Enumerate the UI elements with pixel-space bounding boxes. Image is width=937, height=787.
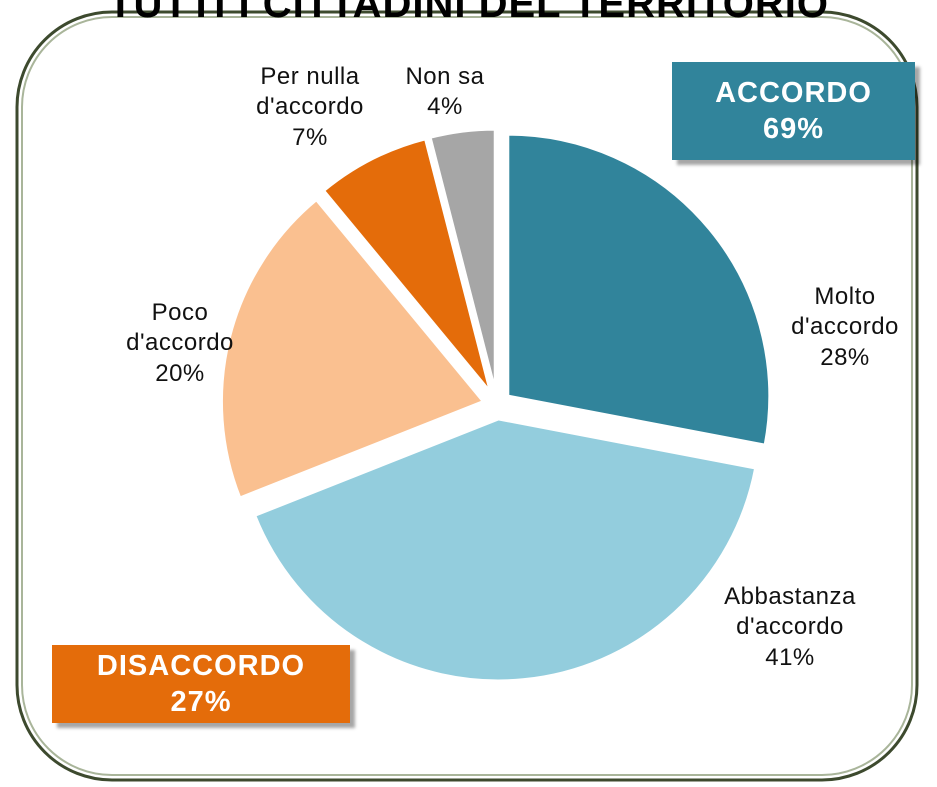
slice-name: Non sa <box>405 63 485 90</box>
pie-slice <box>321 136 493 394</box>
pie-slice <box>428 127 497 392</box>
slice-name: Per nulla d'accordo <box>256 63 364 121</box>
frame-inner <box>21 16 913 776</box>
slice-value: 20% <box>155 359 205 387</box>
slice-label: Abbastanza d'accordo 41% <box>715 582 865 673</box>
summary-box: ACCORDO 69% <box>672 62 915 160</box>
slice-name: Molto d'accordo <box>791 283 899 341</box>
slice-label: Per nulla d'accordo 7% <box>235 62 385 153</box>
summary-box: DISACCORDO 27% <box>52 645 350 723</box>
slice-value: 41% <box>765 643 815 671</box>
summary-title: DISACCORDO <box>96 649 306 682</box>
chart-title: TUTTI I CITTADINI DEL TERRITORIO <box>108 0 829 26</box>
summary-value: 27% <box>170 686 232 718</box>
pie-slice <box>252 417 758 683</box>
slice-label: Molto d'accordo 28% <box>770 282 920 373</box>
slice-label: Poco d'accordo 20% <box>105 298 255 389</box>
slice-value: 4% <box>427 93 463 121</box>
pie-slice <box>220 197 486 500</box>
slice-value: 7% <box>292 123 328 151</box>
pie-slice <box>506 132 772 447</box>
slice-value: 28% <box>820 343 870 371</box>
summary-title: ACCORDO <box>715 76 872 109</box>
slice-name: Abbastanza d'accordo <box>724 583 856 641</box>
summary-value: 69% <box>762 113 825 145</box>
slice-label: Non sa 4% <box>370 62 520 123</box>
slice-name: Poco d'accordo <box>126 299 234 357</box>
